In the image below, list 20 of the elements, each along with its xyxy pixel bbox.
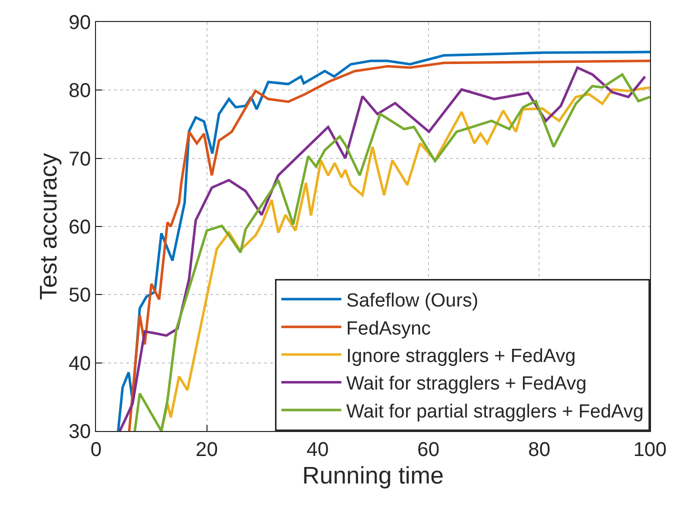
y-tick-label: 50 — [68, 284, 91, 307]
legend-label: Ignore stragglers + FedAvg — [346, 346, 576, 367]
x-tick-label: 40 — [306, 439, 329, 462]
y-axis-title: Test accuracy — [36, 153, 63, 300]
y-tick-label: 60 — [68, 216, 91, 238]
y-tick-label: 30 — [68, 421, 91, 443]
legend-label: FedAsync — [346, 318, 431, 340]
y-tick-label: 90 — [68, 12, 91, 34]
legend-label: Safeflow (Ours) — [346, 290, 478, 312]
x-axis-title: Running time — [302, 462, 444, 490]
x-tick-label: 0 — [90, 439, 102, 462]
x-tick-label: 20 — [196, 439, 218, 462]
x-tick-label: 100 — [633, 439, 667, 462]
x-tick-label: 60 — [417, 439, 440, 462]
legend-label: Wait for stragglers + FedAvg — [346, 374, 587, 395]
x-tick-label: 80 — [528, 439, 550, 462]
y-tick-label: 70 — [68, 148, 91, 170]
y-tick-label: 80 — [68, 80, 91, 102]
legend-label: Wait for partial stragglers + FedAvg — [346, 401, 644, 422]
y-tick-label: 40 — [68, 352, 91, 375]
